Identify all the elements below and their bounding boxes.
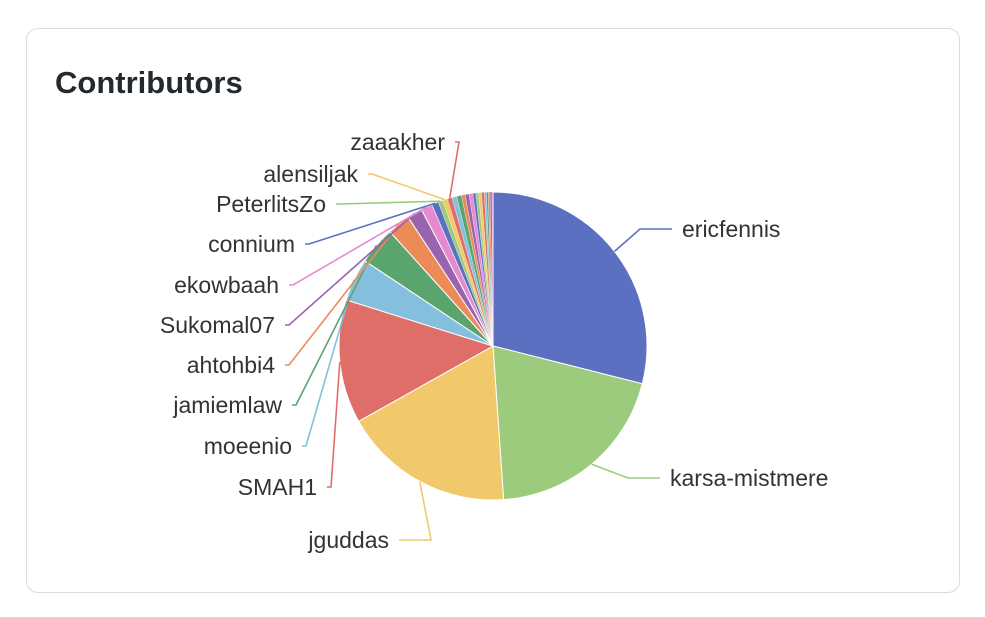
slice-label-moeenio: moeenio xyxy=(204,433,292,459)
leader-line-moeenio xyxy=(302,279,355,447)
pie-labels: ericfennis karsa-mistmere jguddas SMAH1 moee… xyxy=(160,129,829,553)
leader-line-ahtohbi4 xyxy=(285,223,400,366)
card-title: Contributors xyxy=(55,65,243,100)
leader-line-jguddas xyxy=(399,481,432,541)
slice-label-smah1: SMAH1 xyxy=(238,474,317,500)
slice-label-ahtohbi4: ahtohbi4 xyxy=(187,352,275,378)
pie-slices xyxy=(338,191,648,501)
pie-slice-jguddas xyxy=(357,345,505,501)
slice-label-ericfennis: ericfennis xyxy=(682,216,780,242)
leader-line-ekowbaah xyxy=(289,206,428,286)
leader-line-sukomal07 xyxy=(285,212,416,326)
leader-line-connium xyxy=(305,202,436,245)
leader-line-ericfennis xyxy=(613,228,672,253)
slice-label-zaaakher: zaaakher xyxy=(350,129,445,155)
slice-label-connium: connium xyxy=(208,231,295,257)
slice-label-sukomal07: Sukomal07 xyxy=(160,312,275,338)
pie-slice-karsa-mistmere xyxy=(492,345,643,501)
leader-line-zaaakher xyxy=(448,141,460,199)
leader-line-smah1 xyxy=(327,361,341,488)
leader-line-jamiemlaw xyxy=(292,245,378,406)
slice-label-jamiemlaw: jamiemlaw xyxy=(172,392,282,418)
slice-label-ekowbaah: ekowbaah xyxy=(174,272,279,298)
pie-slice-smah1 xyxy=(338,299,495,423)
leader-line-karsa-mistmere xyxy=(591,463,660,479)
slice-label-karsa-mistmere: karsa-mistmere xyxy=(670,465,828,491)
slice-label-jguddas: jguddas xyxy=(307,527,389,553)
slice-label-alensiljak: alensiljak xyxy=(263,161,358,187)
leader-line-peterlitszo xyxy=(336,200,441,205)
leader-line-alensiljak xyxy=(368,173,446,201)
slice-label-peterlitszo: PeterlitsZo xyxy=(216,191,326,217)
pie-slice-26 xyxy=(491,191,494,347)
